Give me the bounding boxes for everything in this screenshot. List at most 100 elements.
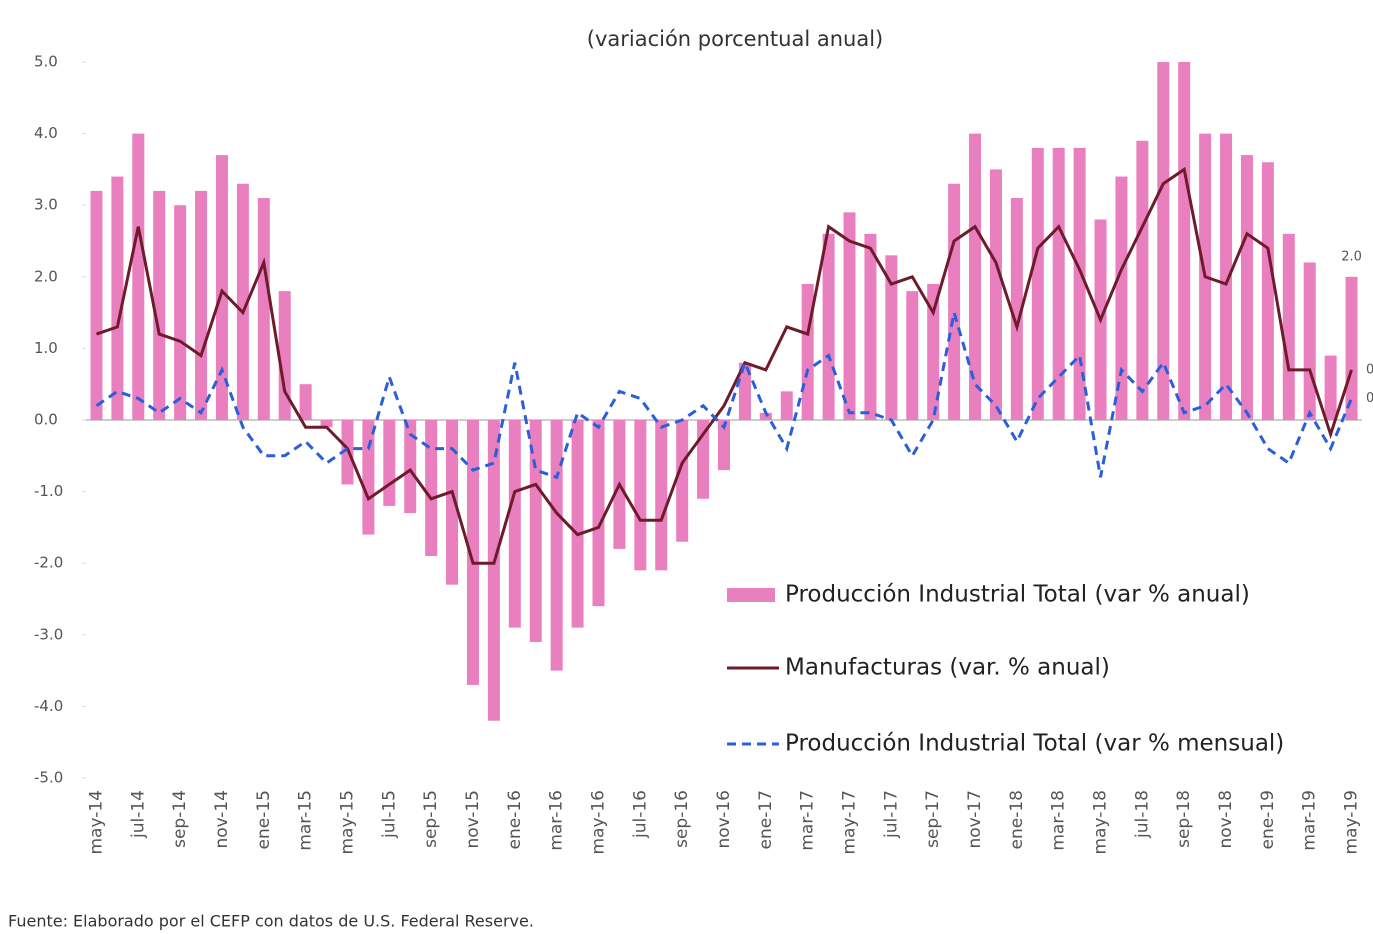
bar	[1345, 276, 1358, 420]
x-tick-label: nov-17	[965, 790, 985, 849]
bar	[969, 133, 982, 420]
legend-item: Producción Industrial Total (var % mensu…	[785, 731, 1284, 757]
x-tick-label: ene-18	[1007, 790, 1027, 849]
y-tick-label: 4.0	[34, 124, 58, 142]
bar	[1282, 233, 1295, 420]
bar	[529, 420, 542, 642]
bar	[1303, 262, 1316, 420]
x-tick-label: may-15	[337, 790, 357, 855]
bar	[153, 190, 166, 420]
bar	[362, 420, 375, 535]
x-tick-label: nov-18	[1216, 790, 1236, 849]
x-tick-label: may-18	[1091, 790, 1111, 855]
bar	[508, 420, 521, 628]
bar	[718, 420, 730, 471]
y-tick-label: 2.0	[34, 267, 58, 285]
bar	[634, 420, 647, 571]
series-line	[96, 166, 1353, 565]
x-tick-label: ene-19	[1258, 790, 1278, 849]
x-tick-label: jul-16	[630, 790, 650, 839]
legend-item: Manufacturas (var. % anual)	[785, 655, 1110, 681]
x-tick-label: ene-15	[254, 790, 274, 849]
x-tick-label: nov-14	[212, 790, 232, 849]
bar	[236, 183, 249, 420]
x-tick-label: ene-16	[505, 790, 525, 849]
bar	[571, 420, 584, 628]
bar	[1136, 140, 1149, 420]
y-tick-label: -4.0	[34, 697, 63, 715]
y-tick-label: -2.0	[34, 554, 63, 572]
bar	[1010, 198, 1023, 420]
x-tick-label: ene-17	[756, 790, 776, 849]
bar	[1261, 162, 1274, 421]
bar	[948, 183, 961, 420]
bar	[759, 412, 772, 420]
y-tick-label: 0.0	[34, 411, 58, 429]
bar	[1052, 147, 1065, 421]
source-note: Fuente: Elaborado por el CEFP con datos …	[8, 912, 534, 931]
x-tick-label: may-16	[588, 790, 608, 855]
bar	[132, 133, 145, 420]
x-tick-label: jul-18	[1132, 790, 1152, 839]
bar	[111, 176, 124, 420]
bar	[487, 420, 500, 721]
bar	[906, 291, 919, 420]
bar	[1073, 147, 1086, 421]
x-tick-label: nov-16	[714, 790, 734, 849]
bar	[1115, 176, 1128, 420]
x-tick-label: may-17	[840, 790, 860, 855]
bar	[885, 255, 898, 420]
bar	[1240, 155, 1253, 420]
data-label: 0.3	[1366, 391, 1373, 406]
bar	[425, 420, 438, 557]
x-tick-label: mar-16	[547, 790, 567, 851]
bar	[843, 212, 856, 420]
bar	[864, 233, 877, 420]
bar	[1178, 62, 1191, 420]
x-tick-label: sep-16	[672, 790, 692, 848]
y-tick-label: 5.0	[34, 53, 58, 71]
x-tick-label: mar-15	[296, 790, 316, 851]
x-tick-label: sep-17	[923, 790, 943, 848]
bar	[676, 420, 689, 542]
bar	[174, 205, 187, 420]
bar	[466, 420, 479, 685]
bar	[550, 420, 563, 671]
legend-item: Producción Industrial Total (var % anual…	[785, 582, 1250, 608]
bar	[383, 420, 396, 506]
x-tick-label: jul-14	[128, 790, 148, 839]
x-tick-label: jul-15	[379, 790, 399, 839]
y-tick-label: 3.0	[34, 196, 58, 214]
x-tick-label: mar-17	[798, 790, 818, 851]
bar	[215, 155, 228, 420]
bar	[1324, 355, 1337, 420]
legend-swatch	[727, 588, 775, 602]
bar	[655, 420, 668, 571]
x-tick-label: sep-14	[170, 790, 190, 848]
y-tick-label: -3.0	[34, 625, 63, 643]
bar	[780, 391, 793, 420]
y-tick-label: -1.0	[34, 482, 63, 500]
bar	[801, 283, 814, 420]
x-tick-label: sep-15	[421, 790, 441, 848]
series-line	[95, 312, 1353, 480]
bar	[1031, 147, 1044, 421]
x-tick-label: may-14	[86, 790, 106, 855]
x-tick-label: nov-15	[463, 790, 483, 849]
bar	[592, 420, 605, 607]
y-tick-label: -5.0	[34, 769, 63, 787]
bar	[320, 420, 333, 428]
bar	[738, 362, 751, 420]
chart-subtitle: (variación porcentual anual)	[587, 27, 883, 51]
bar	[404, 420, 417, 514]
x-tick-label: jul-17	[881, 790, 901, 839]
bar	[927, 283, 940, 420]
x-tick-label: mar-18	[1049, 790, 1069, 851]
bar	[299, 384, 312, 420]
bar	[1157, 62, 1170, 420]
bar	[446, 420, 459, 585]
bar	[989, 169, 1002, 420]
y-tick-label: 1.0	[34, 339, 58, 357]
